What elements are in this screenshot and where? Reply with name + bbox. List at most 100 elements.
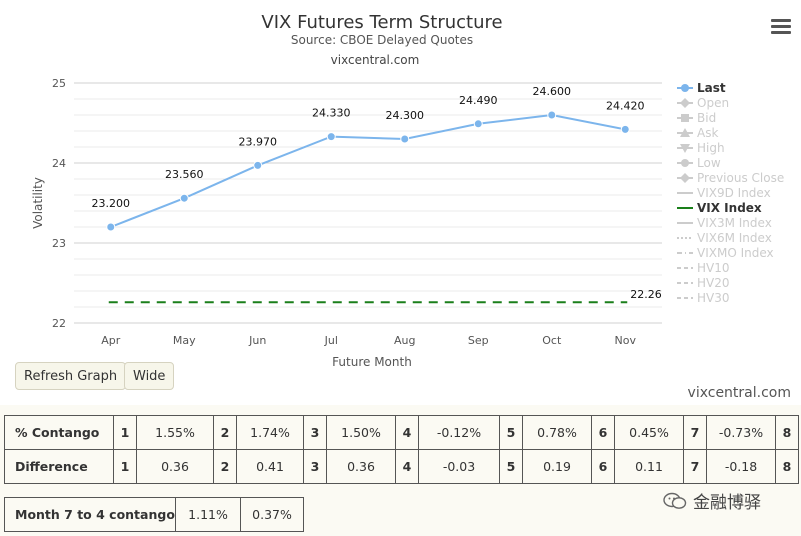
month-7-to-4-table: Month 7 to 4 contango 1.11% 0.37% <box>4 497 304 532</box>
contango-value-cell: -0.73% <box>706 415 776 450</box>
last-series-point <box>620 124 630 134</box>
month-index-cell: 3 <box>303 415 327 450</box>
last-series-data-label: 23.970 <box>239 135 278 148</box>
legend-item-label[interactable]: Previous Close <box>697 171 784 185</box>
legend-item-label[interactable]: HV10 <box>697 261 730 275</box>
x-tick-label: Aug <box>394 334 415 347</box>
last-series-data-label: 24.300 <box>386 109 425 122</box>
contango-value-cell: 0.11 <box>614 449 684 484</box>
chart-panel: VIX Futures Term Structure Source: CBOE D… <box>0 0 801 405</box>
credit-bottom[interactable]: vixcentral.com <box>687 385 791 401</box>
month-index-cell: 5 <box>499 449 523 484</box>
legend-item-label[interactable]: VIX Index <box>697 201 762 215</box>
legend-marker <box>680 128 690 137</box>
wide-button[interactable]: Wide <box>124 362 175 390</box>
row-label: Difference <box>4 449 114 484</box>
last-series-data-label: 24.600 <box>533 85 572 98</box>
last-series-data-label: 24.330 <box>312 107 351 120</box>
last-series-line <box>110 113 626 228</box>
month-index-cell: 1 <box>113 415 137 450</box>
y-tick-label: 22 <box>52 317 66 330</box>
x-tick-label: Apr <box>101 334 121 347</box>
legend-item-label[interactable]: HV20 <box>697 276 730 290</box>
month-index-cell: 2 <box>213 449 237 484</box>
month-index-cell: 4 <box>395 449 419 484</box>
month-index-cell: 3 <box>303 449 327 484</box>
x-tick-label: Sep <box>468 334 489 347</box>
month-index-cell: 8 <box>775 415 799 450</box>
table-row: Month 7 to 4 contango 1.11% 0.37% <box>4 497 304 532</box>
legend-item-label[interactable]: High <box>697 141 725 155</box>
legend-item-label[interactable]: Bid <box>697 111 716 125</box>
legend-item-label[interactable]: Ask <box>697 126 718 140</box>
contango-value-cell: 0.36 <box>326 449 396 484</box>
legend-marker <box>680 144 690 153</box>
contango-value-cell: -0.03 <box>418 449 500 484</box>
month-index-cell: 1 <box>113 449 137 484</box>
legend-item-label[interactable]: Open <box>697 96 729 110</box>
y-axis-title: Volatility <box>31 177 45 229</box>
y-tick-label: 23 <box>52 237 66 250</box>
month-index-cell: 5 <box>499 415 523 450</box>
legend-item-label[interactable]: HV30 <box>697 291 730 305</box>
x-tick-label: Nov <box>615 334 637 347</box>
last-series-point <box>253 160 263 170</box>
contango-value-cell: 1.74% <box>236 415 304 450</box>
last-series-data-label: 23.560 <box>165 168 204 181</box>
last-series-data-label: 24.490 <box>459 94 498 107</box>
last-series-data-label: 23.200 <box>92 197 131 210</box>
contango-value-cell: 0.19 <box>522 449 592 484</box>
contango-value-cell: 1.50% <box>326 415 396 450</box>
legend-item-label[interactable]: Last <box>697 81 726 95</box>
month-index-cell: 2 <box>213 415 237 450</box>
month-7-to-4-value: 1.11% <box>175 497 241 532</box>
month-7-to-4-value: 0.37% <box>240 497 304 532</box>
legend-item-label[interactable]: Low <box>697 156 721 170</box>
month-index-cell: 4 <box>395 415 419 450</box>
last-series-point <box>473 119 483 129</box>
legend-item-label[interactable]: VIX6M Index <box>697 231 772 245</box>
row-label: % Contango <box>4 415 114 450</box>
x-tick-label: Jun <box>248 334 266 347</box>
last-series-point <box>400 134 410 144</box>
watermark: 金融博驿 <box>663 488 761 513</box>
contango-value-cell: -0.12% <box>418 415 500 450</box>
table-row: Difference 1 0.36 2 0.41 3 0.36 4 -0.03 5 0.19 6 0.1… <box>4 449 799 484</box>
legend-marker <box>680 98 690 108</box>
refresh-graph-button[interactable]: Refresh Graph <box>15 362 127 390</box>
contango-value-cell: -0.18 <box>706 449 776 484</box>
contango-value-cell: 0.45% <box>614 415 684 450</box>
last-series-point <box>326 132 336 142</box>
last-series-point <box>179 193 189 203</box>
last-series-data-label: 24.420 <box>606 99 645 112</box>
month-index-cell: 6 <box>591 449 615 484</box>
month-7-to-4-label: Month 7 to 4 contango <box>4 497 176 532</box>
legend-item-label[interactable]: VIX3M Index <box>697 216 772 230</box>
watermark-text: 金融博驿 <box>693 493 761 513</box>
x-tick-label: Jul <box>324 334 338 347</box>
contango-table: % Contango 1 1.55% 2 1.74% 3 1.50% 4 -0.12% 5 0.78… <box>4 415 799 484</box>
contango-value-cell: 0.78% <box>522 415 592 450</box>
chart-title: VIX Futures Term Structure <box>261 12 502 33</box>
month-index-cell: 8 <box>775 449 799 484</box>
legend-marker <box>681 114 689 122</box>
legend-marker <box>681 84 689 92</box>
month-index-cell: 7 <box>683 415 707 450</box>
last-series-point <box>547 110 557 120</box>
x-tick-label: Oct <box>542 334 562 347</box>
vix-index-data-label: 22.26 <box>630 288 662 301</box>
wechat-icon <box>663 492 687 509</box>
x-axis-title: Future Month <box>332 355 412 369</box>
legend-item-label[interactable]: VIX9D Index <box>697 186 771 200</box>
contango-value-cell: 0.41 <box>236 449 304 484</box>
month-index-cell: 7 <box>683 449 707 484</box>
last-series-point <box>106 222 116 232</box>
contango-value-cell: 1.55% <box>136 415 214 450</box>
y-tick-label: 25 <box>52 77 66 90</box>
table-row: % Contango 1 1.55% 2 1.74% 3 1.50% 4 -0.12% 5 0.78… <box>4 415 799 450</box>
hamburger-menu-icon[interactable] <box>771 19 791 35</box>
chart-credit-top: vixcentral.com <box>331 53 420 67</box>
chart-subtitle: Source: CBOE Delayed Quotes <box>291 33 473 47</box>
legend-item-label[interactable]: VIXMO Index <box>697 246 774 260</box>
